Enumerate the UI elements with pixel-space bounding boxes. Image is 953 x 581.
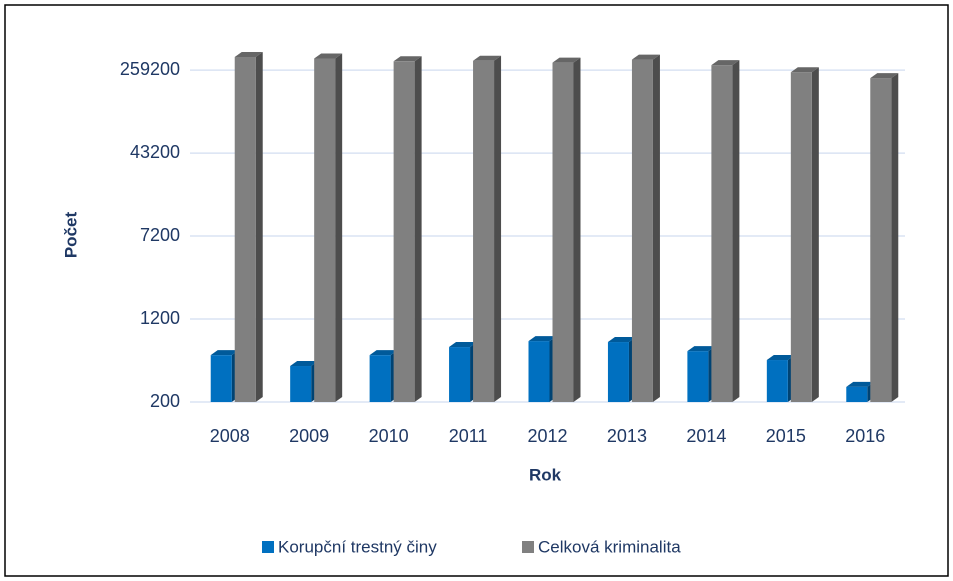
bar-side: [732, 60, 740, 402]
legend-label: Korupční trestný činy: [278, 537, 437, 556]
bar-side: [573, 57, 581, 403]
x-tick-label: 2008: [210, 426, 250, 446]
bar-top: [607, 337, 636, 343]
bar: [607, 342, 629, 402]
y-tick-label: 259200: [120, 59, 180, 79]
bar-top: [870, 73, 899, 79]
legend-swatch: [262, 541, 274, 553]
bar: [846, 386, 868, 402]
bar-top: [473, 55, 502, 61]
legend-label: Celková kriminalita: [538, 537, 681, 556]
x-tick-label: 2014: [686, 426, 726, 446]
bar-side: [414, 56, 422, 402]
bar-top: [528, 336, 557, 342]
y-tick-label: 7200: [140, 225, 180, 245]
bar: [210, 355, 232, 402]
x-tick-label: 2013: [607, 426, 647, 446]
bar-side: [494, 55, 502, 402]
y-tick-label: 43200: [130, 142, 180, 162]
bar-side: [335, 53, 343, 402]
bar-top: [687, 346, 716, 352]
bar: [314, 58, 336, 402]
bar-top: [790, 67, 819, 73]
bar-top: [631, 54, 660, 60]
x-tick-label: 2012: [527, 426, 567, 446]
x-axis-title: Rok: [529, 465, 562, 484]
legend-swatch: [522, 541, 534, 553]
y-tick-label: 200: [150, 391, 180, 411]
bar-side: [255, 52, 263, 402]
bar-top: [449, 342, 478, 348]
bar-side: [891, 73, 899, 403]
bar: [449, 347, 471, 402]
bar-top: [846, 381, 875, 387]
bar: [790, 72, 812, 403]
bar-side: [652, 54, 660, 402]
bar: [369, 355, 391, 402]
x-tick-label: 2016: [845, 426, 885, 446]
bar: [528, 341, 550, 402]
bar: [393, 61, 415, 402]
bar-top: [210, 350, 239, 356]
bar-top: [766, 355, 795, 361]
bar: [552, 62, 574, 403]
bar-top: [290, 361, 319, 367]
bar-top: [711, 60, 740, 66]
bar: [290, 366, 312, 402]
bar-top: [393, 56, 422, 62]
x-tick-label: 2010: [369, 426, 409, 446]
bar: [766, 360, 788, 402]
bar-top: [234, 52, 263, 58]
bar-top: [552, 57, 581, 63]
y-axis-title: Počet: [61, 212, 80, 259]
x-tick-label: 2015: [766, 426, 806, 446]
bar-side: [811, 67, 819, 403]
x-tick-label: 2011: [449, 426, 488, 446]
y-tick-label: 1200: [140, 308, 180, 328]
bar: [687, 351, 709, 402]
bar-top: [369, 350, 398, 356]
x-tick-label: 2009: [289, 426, 329, 446]
bar: [711, 65, 733, 402]
bar: [473, 60, 495, 402]
bar: [234, 57, 256, 402]
bar-top: [314, 53, 343, 59]
bar: [631, 59, 653, 402]
bar: [870, 78, 892, 403]
